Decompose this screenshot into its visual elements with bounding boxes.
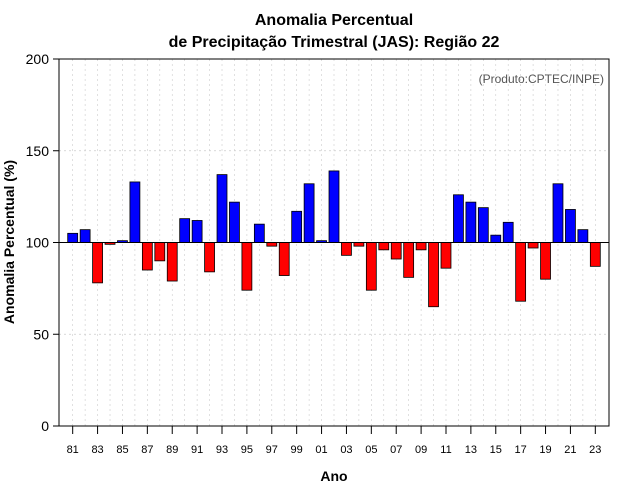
x-tick-label: 11	[440, 444, 451, 456]
bar-2011	[440, 242, 452, 269]
x-tick-label: 03	[340, 444, 352, 456]
y-tick-label: 200	[26, 51, 50, 67]
bar-1986	[129, 181, 141, 243]
chart-title-line1: Anomalia Percentual	[255, 12, 413, 29]
x-tick-label: 85	[116, 444, 128, 456]
x-axis-label: Ano	[320, 468, 347, 484]
bar-2017	[515, 242, 527, 302]
x-tick-label: 87	[141, 444, 153, 456]
bar-2020	[552, 183, 564, 243]
bar-1993	[216, 174, 228, 243]
x-tick-label: 97	[266, 444, 278, 456]
x-tick-label: 19	[539, 444, 551, 456]
bar-2022	[577, 229, 589, 243]
bar-2006	[378, 242, 390, 251]
bar-2012	[453, 194, 464, 243]
x-tick-label: 05	[365, 444, 377, 456]
bar-2009	[415, 242, 427, 251]
bar-1994	[229, 201, 240, 243]
y-axis-label: Anomalia Percentual (%)	[1, 160, 17, 324]
x-tick-label: 07	[390, 444, 402, 456]
x-tick-label: 17	[515, 444, 527, 456]
bar-1997	[266, 242, 278, 247]
bar-2008	[403, 242, 415, 278]
bar-1992	[204, 242, 215, 273]
bar-2013	[465, 201, 477, 243]
bar-2004	[353, 242, 365, 247]
x-tick-label: 83	[91, 444, 103, 456]
y-tick-label: 100	[26, 235, 50, 251]
y-tick-label: 50	[33, 326, 49, 342]
x-tick-label: 13	[465, 444, 477, 456]
bar-2015	[490, 234, 502, 243]
y-tick-label: 150	[26, 143, 50, 159]
x-tick-label: 23	[589, 444, 601, 456]
bar-series	[67, 170, 601, 308]
bar-2019	[540, 242, 551, 280]
bar-2007	[390, 242, 402, 260]
x-tick-label: 01	[315, 444, 327, 456]
bar-1995	[241, 242, 253, 291]
x-tick-label: 21	[564, 444, 576, 456]
grid-lines	[59, 59, 609, 426]
bar-2010	[428, 242, 439, 308]
bar-2000	[303, 183, 315, 243]
x-tick-label: 81	[67, 444, 79, 456]
x-tick-label: 15	[490, 444, 502, 456]
bar-1999	[291, 210, 303, 243]
bar-1996	[253, 223, 265, 243]
bar-2021	[565, 209, 576, 243]
y-tick-label: 0	[41, 418, 49, 434]
y-axis-ticks: 0 50 100 150 200	[26, 51, 59, 434]
x-tick-label: 91	[191, 444, 203, 456]
bar-1988	[154, 242, 166, 262]
bar-2016	[502, 221, 514, 243]
x-tick-label: 89	[166, 444, 178, 456]
bar-2014	[477, 207, 489, 243]
x-tick-label: 95	[241, 444, 253, 456]
bar-1998	[278, 242, 290, 276]
bar-1989	[166, 242, 178, 282]
bar-2023	[589, 242, 601, 267]
x-tick-label: 93	[216, 444, 228, 456]
bar-2005	[365, 242, 377, 291]
bar-1991	[191, 220, 203, 243]
bar-2003	[341, 242, 352, 256]
bar-1983	[92, 242, 103, 284]
bar-1987	[141, 242, 153, 271]
x-tick-label: 99	[291, 444, 303, 456]
bar-1990	[179, 218, 191, 243]
x-tick-label: 09	[415, 444, 427, 456]
bar-1981	[67, 232, 79, 243]
credit-label: (Produto:CPTEC/INPE)	[479, 72, 604, 86]
bar-2018	[527, 242, 539, 249]
x-axis-ticks: 81 83 85 87 89 91 93 95 97 99 01 03 05 07 09 11 13 15 17 19…	[67, 426, 601, 456]
chart-title-line2: de Precipitação Trimestral (JAS): Região…	[169, 34, 500, 51]
bar-2002	[328, 170, 340, 243]
bar-1982	[79, 229, 91, 243]
